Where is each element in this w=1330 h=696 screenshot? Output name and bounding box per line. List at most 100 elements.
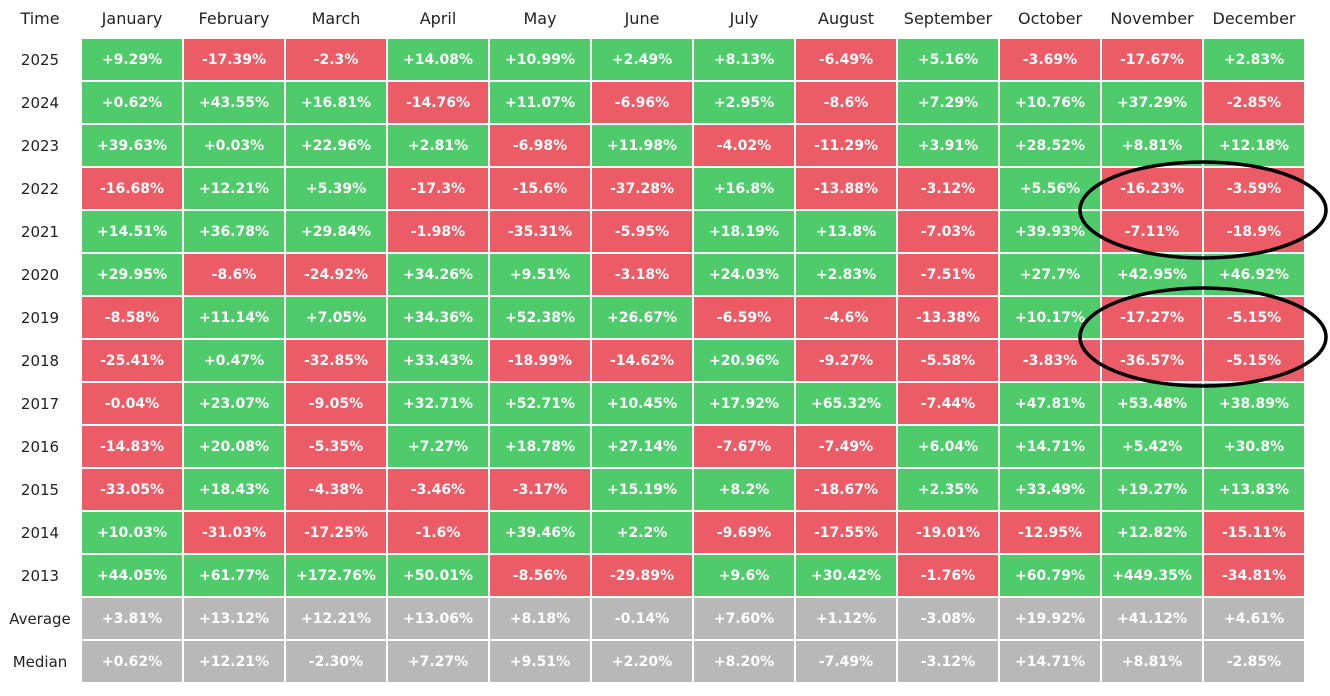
return-cell: +29.84% <box>286 211 386 252</box>
return-cell: +18.19% <box>694 211 794 252</box>
return-cell: -3.17% <box>490 469 590 510</box>
return-cell: -6.49% <box>796 39 896 80</box>
return-cell: +10.03% <box>82 512 182 553</box>
column-header: Time <box>20 9 60 28</box>
return-cell: -34.81% <box>1204 555 1304 596</box>
return-cell: -2.85% <box>1204 82 1304 123</box>
return-cell: +9.29% <box>82 39 182 80</box>
return-cell: +9.51% <box>490 254 590 295</box>
return-cell: +50.01% <box>388 555 488 596</box>
column-header: December <box>1212 9 1296 28</box>
return-cell: +8.81% <box>1102 125 1202 166</box>
return-cell: -24.92% <box>286 254 386 295</box>
return-cell: +12.21% <box>184 168 284 209</box>
return-cell: -7.67% <box>694 426 794 467</box>
return-cell: -5.15% <box>1204 340 1304 381</box>
return-cell: -18.9% <box>1204 211 1304 252</box>
row-label: 2017 <box>20 394 60 413</box>
return-cell: +38.89% <box>1204 383 1304 424</box>
return-cell: -11.29% <box>796 125 896 166</box>
column-header: October <box>1017 9 1083 28</box>
return-cell: +30.8% <box>1204 426 1304 467</box>
return-cell: -8.6% <box>184 254 284 295</box>
return-cell: +3.91% <box>898 125 998 166</box>
return-cell: +20.96% <box>694 340 794 381</box>
return-cell: +27.7% <box>1000 254 1100 295</box>
row-label: 2019 <box>20 308 60 327</box>
return-cell: +9.51% <box>490 641 590 682</box>
return-cell: +14.71% <box>1000 641 1100 682</box>
return-cell: -2.85% <box>1204 641 1304 682</box>
return-cell: +30.42% <box>796 555 896 596</box>
row-label: 2014 <box>20 523 60 542</box>
return-cell: +10.17% <box>1000 297 1100 338</box>
row-label: 2015 <box>20 480 60 499</box>
return-cell: -19.01% <box>898 512 998 553</box>
return-cell: -3.46% <box>388 469 488 510</box>
return-cell: -14.83% <box>82 426 182 467</box>
return-cell: +29.95% <box>82 254 182 295</box>
row-label: 2025 <box>20 50 60 69</box>
return-cell: +12.82% <box>1102 512 1202 553</box>
return-cell: +26.67% <box>592 297 692 338</box>
return-cell: +39.46% <box>490 512 590 553</box>
return-cell: +17.92% <box>694 383 794 424</box>
return-cell: +24.03% <box>694 254 794 295</box>
return-cell: +6.04% <box>898 426 998 467</box>
return-cell: +34.36% <box>388 297 488 338</box>
return-cell: +47.81% <box>1000 383 1100 424</box>
return-cell: -17.25% <box>286 512 386 553</box>
return-cell: +0.47% <box>184 340 284 381</box>
return-cell: -12.95% <box>1000 512 1100 553</box>
return-cell: +2.20% <box>592 641 692 682</box>
return-cell: +13.8% <box>796 211 896 252</box>
return-cell: +8.18% <box>490 598 590 639</box>
return-cell: -6.96% <box>592 82 692 123</box>
return-cell: -5.95% <box>592 211 692 252</box>
return-cell: -7.03% <box>898 211 998 252</box>
return-cell: -1.76% <box>898 555 998 596</box>
return-cell: +33.43% <box>388 340 488 381</box>
return-cell: +33.49% <box>1000 469 1100 510</box>
return-cell: -3.08% <box>898 598 998 639</box>
return-cell: -8.56% <box>490 555 590 596</box>
return-cell: +5.16% <box>898 39 998 80</box>
return-cell: +449.35% <box>1102 555 1202 596</box>
return-cell: -3.59% <box>1204 168 1304 209</box>
return-cell: +22.96% <box>286 125 386 166</box>
return-cell: -37.28% <box>592 168 692 209</box>
return-cell: +42.95% <box>1102 254 1202 295</box>
return-cell: -18.99% <box>490 340 590 381</box>
return-cell: -16.68% <box>82 168 182 209</box>
return-cell: -32.85% <box>286 340 386 381</box>
return-cell: +10.76% <box>1000 82 1100 123</box>
return-cell: +12.18% <box>1204 125 1304 166</box>
return-cell: -16.23% <box>1102 168 1202 209</box>
return-cell: -3.69% <box>1000 39 1100 80</box>
return-cell: -17.67% <box>1102 39 1202 80</box>
return-cell: +11.07% <box>490 82 590 123</box>
return-cell: +1.12% <box>796 598 896 639</box>
return-cell: -36.57% <box>1102 340 1202 381</box>
return-cell: +9.6% <box>694 555 794 596</box>
return-cell: +18.78% <box>490 426 590 467</box>
row-label: 2020 <box>20 265 60 284</box>
return-cell: +0.62% <box>82 641 182 682</box>
return-cell: +2.49% <box>592 39 692 80</box>
return-cell: +7.27% <box>388 641 488 682</box>
row-label: Median <box>12 652 68 671</box>
return-cell: +37.29% <box>1102 82 1202 123</box>
row-label: 2024 <box>20 93 60 112</box>
return-cell: -2.30% <box>286 641 386 682</box>
return-cell: -3.83% <box>1000 340 1100 381</box>
column-header: June <box>624 9 660 28</box>
return-cell: +13.06% <box>388 598 488 639</box>
column-header: September <box>903 9 993 28</box>
column-header: April <box>419 9 457 28</box>
return-cell: -17.55% <box>796 512 896 553</box>
return-cell: +2.83% <box>1204 39 1304 80</box>
return-cell: +172.76% <box>286 555 386 596</box>
return-cell: +3.81% <box>82 598 182 639</box>
return-cell: -9.05% <box>286 383 386 424</box>
